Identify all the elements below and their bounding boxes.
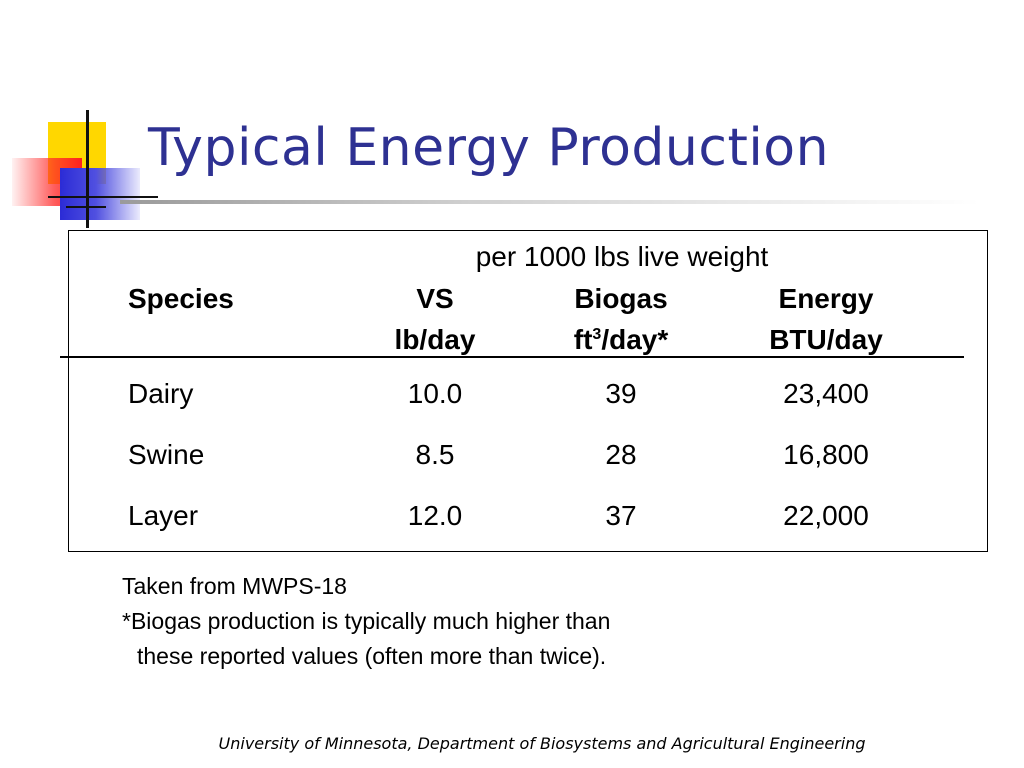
row-vs: 10.0 xyxy=(407,378,463,409)
column-header-biogas: Biogas xyxy=(574,283,668,314)
footer-credit: University of Minnesota, Department of B… xyxy=(218,734,866,753)
title-underline xyxy=(120,200,980,204)
column-unit-energy: BTU/day xyxy=(769,324,883,355)
row-species: Swine xyxy=(128,439,205,470)
row-biogas: 37 xyxy=(605,500,637,531)
row-energy: 22,000 xyxy=(783,500,869,531)
table-super-header: per 1000 lbs live weight xyxy=(475,241,769,272)
decorative-logo xyxy=(0,100,158,240)
data-table xyxy=(68,230,988,552)
row-biogas: 28 xyxy=(605,439,637,470)
column-header-energy: Energy xyxy=(778,283,874,314)
header-divider xyxy=(60,356,964,358)
row-species: Layer xyxy=(128,500,199,531)
row-biogas: 39 xyxy=(605,378,637,409)
horizontal-line-short xyxy=(66,206,106,208)
source-note: Taken from MWPS-18 xyxy=(122,573,347,599)
row-vs: 12.0 xyxy=(407,500,463,531)
row-energy: 23,400 xyxy=(783,378,869,409)
row-energy: 16,800 xyxy=(783,439,869,470)
blue-square xyxy=(60,168,140,220)
column-unit-vs: lb/day xyxy=(394,324,476,355)
row-species: Dairy xyxy=(128,378,194,409)
column-unit-biogas: ft3/day* xyxy=(573,324,669,355)
vertical-line xyxy=(86,110,89,228)
column-header-vs: VS xyxy=(416,283,454,314)
footnote-line-2: these reported values (often more than t… xyxy=(137,643,607,669)
row-vs: 8.5 xyxy=(415,439,455,470)
column-header-species: Species xyxy=(128,283,234,314)
footnote-line-1: *Biogas production is typically much hig… xyxy=(122,608,611,634)
slide-title: Typical Energy Production xyxy=(148,118,830,178)
horizontal-line xyxy=(48,196,158,198)
